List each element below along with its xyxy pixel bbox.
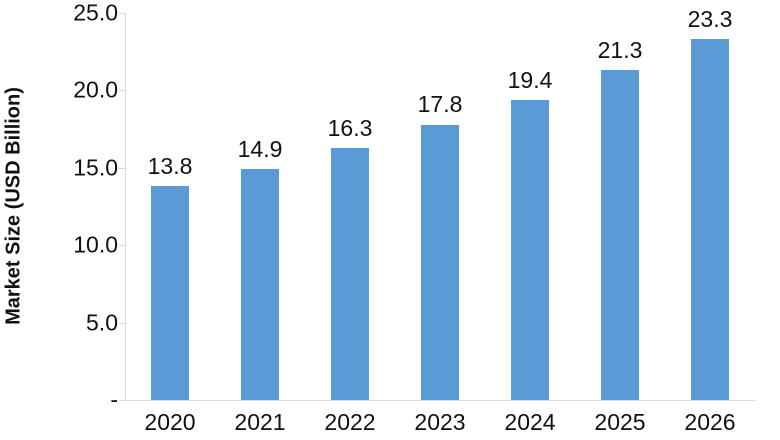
- bar-value-label-2024: 19.4: [507, 66, 553, 93]
- x-axis-label-2020: 2020: [144, 409, 196, 435]
- bar-value-label-2025: 21.3: [597, 37, 643, 64]
- bar-2026: [691, 39, 729, 400]
- bar-value-label-2021: 14.9: [237, 136, 283, 163]
- x-axis-label-2024: 2024: [504, 409, 556, 435]
- x-axis-label-2022: 2022: [324, 409, 376, 435]
- bar-2024: [511, 99, 549, 400]
- y-tick-mark: [119, 13, 125, 14]
- bar-2021: [241, 169, 279, 400]
- y-tick-label: -: [110, 386, 118, 413]
- bar-value-label-2022: 16.3: [327, 114, 373, 141]
- x-axis-line: [119, 400, 755, 401]
- y-tick-mark: [119, 90, 125, 92]
- y-tick-label: 5.0: [86, 309, 118, 336]
- y-tick-label: 25.0: [73, 0, 118, 26]
- bar-2022: [331, 147, 369, 400]
- bar-2020: [151, 186, 189, 400]
- y-axis-line: [125, 13, 126, 400]
- bar-2023: [421, 124, 459, 400]
- y-axis-title: Market Size (USD Billion): [2, 87, 25, 325]
- y-tick-mark: [119, 167, 125, 169]
- x-axis-label-2025: 2025: [594, 409, 646, 435]
- x-axis-label-2021: 2021: [234, 409, 286, 435]
- x-axis-label-2023: 2023: [414, 409, 466, 435]
- x-axis-label-2026: 2026: [684, 409, 736, 435]
- bar-value-label-2023: 17.8: [417, 91, 463, 118]
- bar-value-label-2020: 13.8: [147, 153, 193, 180]
- y-tick-mark: [119, 322, 125, 324]
- y-tick-label: 20.0: [73, 76, 118, 103]
- y-tick-label: 15.0: [73, 154, 118, 181]
- y-tick-label: 10.0: [73, 231, 118, 258]
- bar-2025: [601, 70, 639, 400]
- y-tick-mark: [119, 245, 125, 247]
- bar-value-label-2026: 23.3: [687, 6, 733, 33]
